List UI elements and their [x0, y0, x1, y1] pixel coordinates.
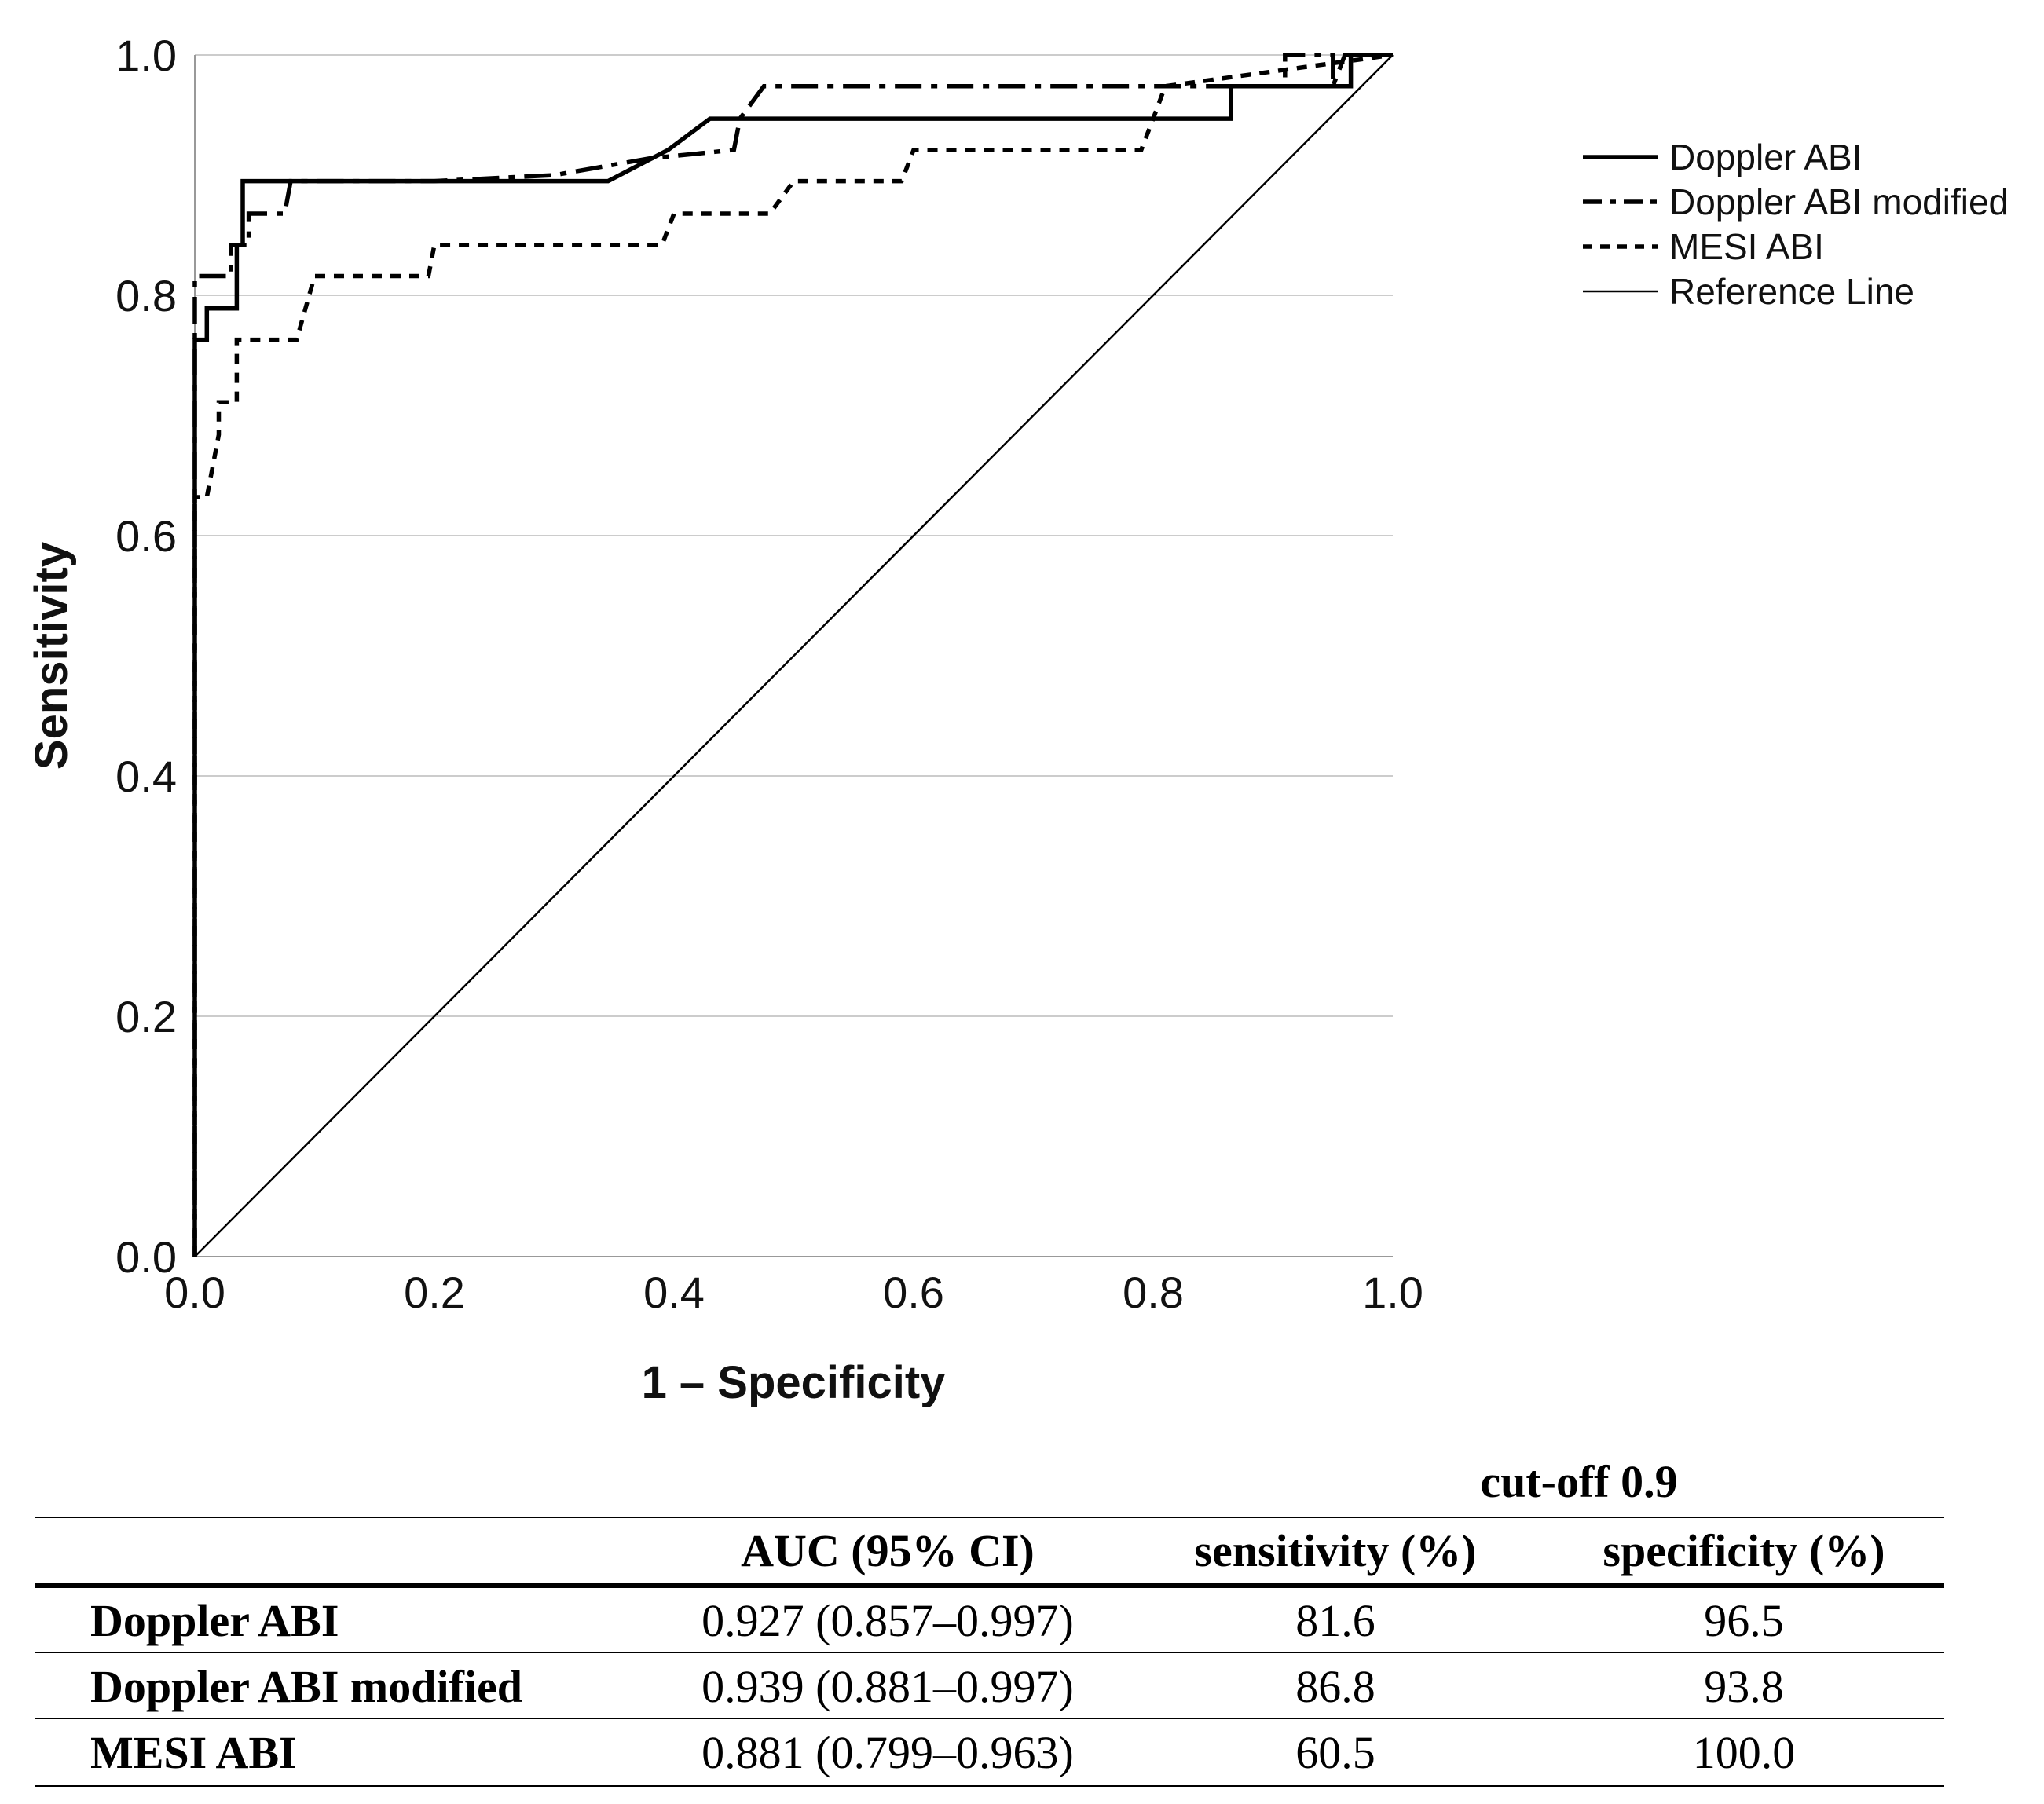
table-rule-bottom [35, 1785, 1944, 1787]
row-2-auc: 0.881 (0.799–0.963) [701, 1727, 1074, 1778]
y-tick-0.2: 0.2 [115, 992, 177, 1041]
row-2-sensitivity: 60.5 [1295, 1727, 1375, 1778]
roc-chart: 0.0 0.2 0.4 0.6 0.8 1.0 0.0 0.2 0.4 0.6 0.8 1.0 1 … [26, 31, 2009, 1408]
row-1-name: Doppler ABI modified [90, 1661, 523, 1712]
series-mesi-abi [192, 53, 1394, 1257]
row-0-sensitivity: 81.6 [1295, 1595, 1375, 1646]
y-tick-0.6: 0.6 [115, 511, 177, 561]
table-rule-top [35, 1517, 1944, 1518]
row-1-specificity: 93.8 [1704, 1661, 1784, 1712]
row-1-auc: 0.939 (0.881–0.997) [701, 1661, 1074, 1712]
series-doppler-abi-modified [192, 53, 1393, 1257]
roc-curves [192, 53, 1394, 1257]
x-tick-0.4: 0.4 [643, 1268, 705, 1317]
y-tick-0.0: 0.0 [115, 1232, 177, 1282]
x-tick-0.6: 0.6 [883, 1268, 944, 1317]
row-2-name: MESI ABI [90, 1727, 297, 1778]
legend-label-doppler-abi-modified: Doppler ABI modified [1669, 181, 2009, 222]
table-rule-row-1 [35, 1718, 1944, 1719]
table-rule-row-0 [35, 1652, 1944, 1653]
row-1-sensitivity: 86.8 [1295, 1661, 1375, 1712]
legend-label-doppler-abi: Doppler ABI [1669, 137, 1862, 177]
x-tick-1.0: 1.0 [1362, 1268, 1423, 1317]
y-tick-1.0: 1.0 [115, 31, 177, 80]
col-header-specificity: specificity (%) [1603, 1525, 1885, 1576]
row-2-specificity: 100.0 [1692, 1727, 1796, 1778]
table-rule-header [35, 1583, 1944, 1588]
x-tick-labels: 0.0 0.2 0.4 0.6 0.8 1.0 [164, 1268, 1423, 1317]
grid-lines [195, 54, 1393, 1017]
row-0-auc: 0.927 (0.857–0.997) [701, 1595, 1074, 1646]
x-axis-title: 1 – Specificity [642, 1357, 946, 1408]
series-doppler-abi [192, 53, 1393, 1257]
legend-label-mesi-abi: MESI ABI [1669, 226, 1824, 267]
col-header-sensitivity: sensitivity (%) [1194, 1525, 1477, 1576]
col-header-auc: AUC (95% CI) [741, 1525, 1035, 1576]
y-tick-0.8: 0.8 [115, 271, 177, 320]
y-tick-0.4: 0.4 [115, 752, 177, 801]
x-tick-0.8: 0.8 [1123, 1268, 1184, 1317]
legend-label-reference-line: Reference Line [1669, 271, 1914, 312]
series-reference-line [194, 54, 1394, 1257]
row-0-specificity: 96.5 [1704, 1595, 1784, 1646]
y-axis-title: Sensitivity [26, 542, 77, 770]
row-0-name: Doppler ABI [90, 1595, 339, 1646]
x-tick-0.0: 0.0 [164, 1268, 225, 1317]
group-header-cutoff: cut-off 0.9 [1480, 1456, 1678, 1507]
x-tick-0.2: 0.2 [404, 1268, 465, 1317]
y-tick-labels: 0.0 0.2 0.4 0.6 0.8 1.0 [115, 31, 177, 1282]
